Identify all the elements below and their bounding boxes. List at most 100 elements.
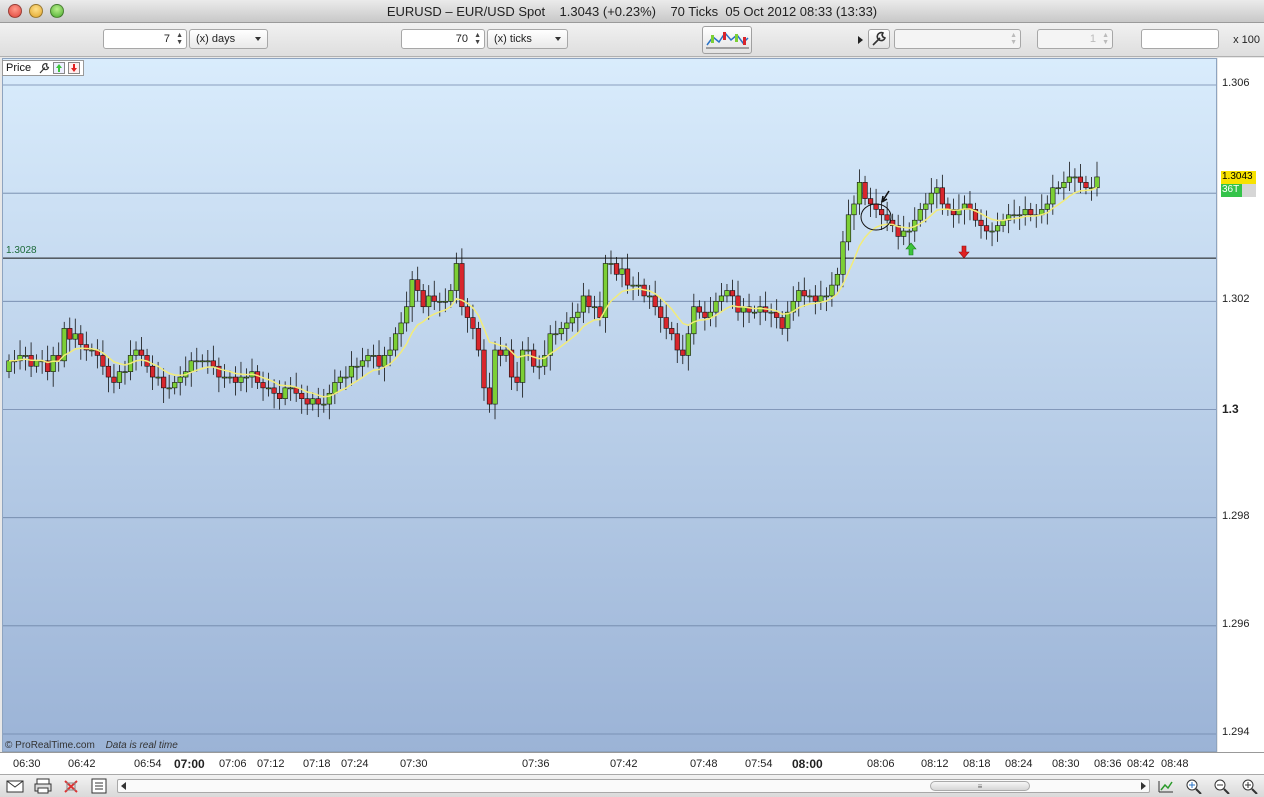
candle-up [1006,214,1012,221]
candle-up [398,322,404,335]
zoom-out-icon[interactable] [1213,778,1231,794]
title-bar: EURUSD – EUR/USD Spot 1.3043 (+0.23%) 70… [0,0,1264,23]
remove-tools-icon[interactable] [62,778,80,794]
candle-down [867,198,874,205]
time-tick-label: 08:48 [1161,758,1189,770]
candle-down [508,349,515,378]
zoom-in-icon[interactable] [1241,778,1259,794]
current-price-badge: 1.3043 [1221,171,1256,184]
chart-background [3,59,1216,751]
scroll-right-icon[interactable] [1141,782,1146,790]
candle-up [845,214,852,243]
candle-down [669,328,675,335]
candle-up [851,203,857,216]
mail-icon[interactable] [6,778,24,794]
indicator-field[interactable]: ▲ ▼ [894,29,1021,49]
candle-up [166,387,172,390]
candle-down [420,290,426,308]
candle-up [116,371,123,383]
scroll-thumb[interactable]: ≡ [930,781,1030,791]
candle-down [862,182,868,199]
candle-up [807,295,813,298]
chevron-down-icon [555,37,561,41]
candle-down [475,328,482,351]
time-tick-label: 07:00 [174,757,205,771]
candle-down [586,295,592,308]
zoom-window-button[interactable] [50,4,64,18]
time-tick-label: 06:30 [13,758,41,770]
candle-up [580,295,586,313]
value-field[interactable] [1141,29,1219,49]
days-stepper-icon[interactable]: ▲ ▼ [176,32,183,46]
candle-up [172,382,178,389]
candle-up [6,360,12,372]
candle-down [67,328,73,340]
candle-up [713,301,719,313]
list-icon[interactable] [90,778,108,794]
time-axis[interactable]: 06:30 06:42 06:54 07:00 07:06 07:12 07:18 07:24… [0,752,1264,774]
candle-down [299,392,305,399]
chevron-down-icon [255,37,261,41]
candle-up [370,355,377,357]
scale-field[interactable]: 1 ▲ ▼ [1037,29,1113,49]
wrench-icon[interactable] [38,63,50,74]
candle-down [674,333,680,351]
reference-line-label: 1.3028 [6,245,37,256]
price-tick-label: 1.296 [1222,617,1250,630]
candle-down [1083,182,1089,189]
candle-down [746,306,752,313]
chart-style-button[interactable] [702,26,752,54]
candle-up [332,382,338,394]
print-icon[interactable] [34,778,52,794]
days-unit-select[interactable]: (x) days [189,29,268,49]
zoom-fit-icon[interactable] [1185,778,1203,794]
autoscale-icon[interactable] [1157,778,1175,794]
price-axis[interactable]: 1.306 1.302 1.3 1.298 1.296 1.294 [1218,58,1264,752]
candle-down [271,387,277,394]
collapse-arrow-icon[interactable] [858,36,863,44]
time-tick-label: 07:12 [257,758,285,770]
time-scrollbar[interactable]: ≡ [117,779,1150,793]
add-indicator-icon[interactable] [53,62,66,75]
candle-down [950,209,957,216]
scroll-left-icon[interactable] [121,782,126,790]
candle-up [923,203,929,210]
scale-stepper-icon[interactable]: ▲ ▼ [1102,32,1109,46]
indicator-stepper-icon[interactable]: ▲ ▼ [1010,32,1017,46]
ticks-unit-select[interactable]: (x) ticks [487,29,568,49]
candle-up [1017,214,1023,217]
candle-up [619,268,625,275]
price-panel-label[interactable]: Price [2,60,85,76]
candle-down [972,209,979,221]
price-chart[interactable] [2,58,1217,752]
candle-up [359,360,366,367]
candle-up [647,295,653,298]
candle-up [282,387,288,399]
minimize-window-button[interactable] [29,4,43,18]
close-window-button[interactable] [8,4,22,18]
candle-down [277,392,283,399]
candle-up [768,311,774,314]
candle-down [481,349,487,389]
candle-up [934,187,940,194]
candle-up [177,376,183,383]
settings-button[interactable] [868,29,890,49]
candle-down [100,355,106,367]
time-tick-label: 07:42 [610,758,638,770]
ticks-count-input[interactable]: 70 ▲ ▼ [401,29,485,49]
candle-down [1077,176,1084,183]
candle-up [630,284,636,287]
candle-up [321,403,327,406]
candle-up [608,263,614,265]
candle-down [232,376,239,383]
candle-down [774,311,780,318]
candle-down [254,371,261,383]
candle-up [61,328,67,362]
ticks-stepper-icon[interactable]: ▲ ▼ [474,32,481,46]
candle-up [326,392,332,405]
candle-up [751,311,758,314]
remove-indicator-icon[interactable] [68,62,81,75]
days-count-input[interactable]: 7 ▲ ▼ [103,29,187,49]
time-tick-label: 06:54 [134,758,162,770]
